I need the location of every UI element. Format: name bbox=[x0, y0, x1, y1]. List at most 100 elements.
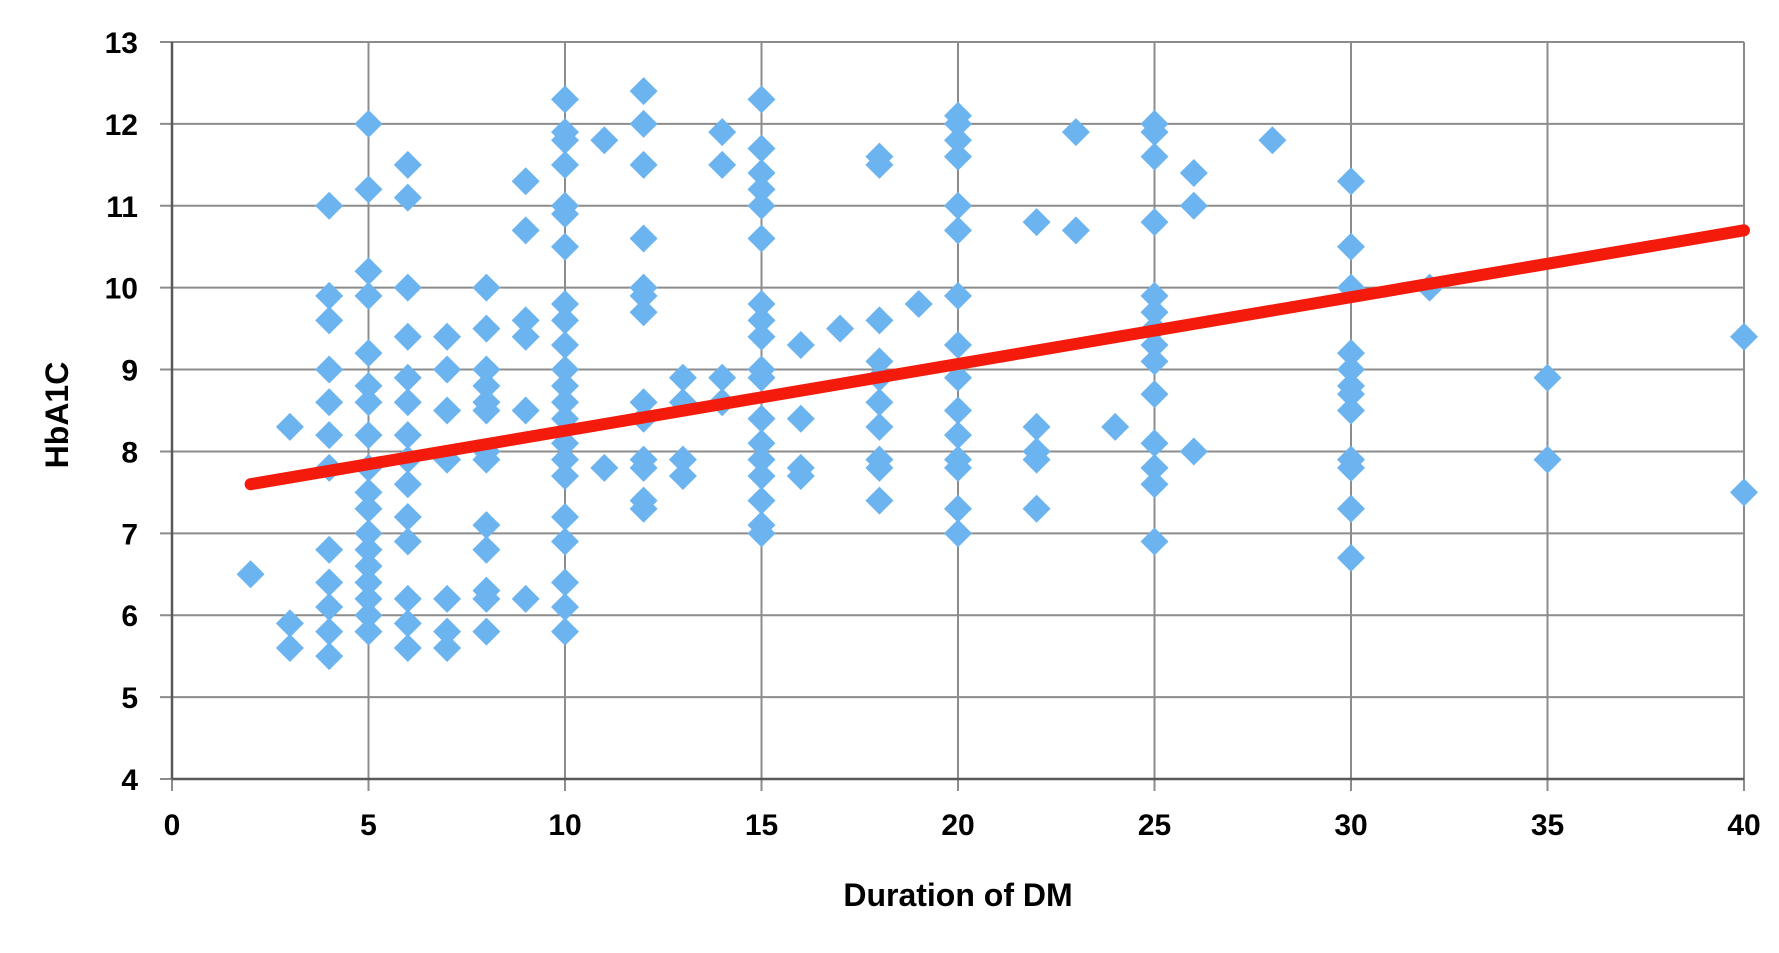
data-point bbox=[433, 617, 462, 646]
x-tick-label: 40 bbox=[1727, 809, 1760, 842]
data-point bbox=[629, 494, 658, 523]
data-point bbox=[1337, 543, 1365, 572]
data-point bbox=[1140, 347, 1169, 376]
data-point bbox=[1730, 322, 1758, 351]
data-point bbox=[315, 306, 344, 335]
data-point bbox=[786, 330, 815, 359]
y-tick-label: 11 bbox=[106, 191, 138, 224]
data-point bbox=[668, 363, 697, 392]
data-point bbox=[747, 85, 776, 114]
data-point bbox=[551, 388, 579, 417]
data-point bbox=[1337, 232, 1365, 261]
data-point bbox=[944, 216, 972, 245]
x-tick-label: 35 bbox=[1531, 809, 1564, 842]
data-point bbox=[826, 314, 855, 343]
data-point bbox=[1061, 216, 1090, 245]
data-point bbox=[354, 109, 383, 138]
data-point bbox=[393, 470, 422, 499]
data-point bbox=[551, 593, 579, 622]
data-point bbox=[354, 519, 383, 548]
data-point bbox=[1140, 298, 1169, 327]
data-point bbox=[1179, 437, 1208, 466]
data-point bbox=[1337, 355, 1365, 384]
data-point bbox=[865, 306, 894, 335]
y-tick-label: 13 bbox=[105, 27, 138, 60]
data-point bbox=[354, 257, 383, 286]
data-point bbox=[354, 339, 383, 368]
data-point bbox=[1258, 126, 1287, 155]
data-point bbox=[747, 445, 776, 474]
data-point bbox=[275, 633, 304, 662]
data-point bbox=[354, 494, 383, 523]
y-tick-labels: 4 5 6 7 8 9 10 11 12 13 bbox=[105, 27, 139, 797]
data-point bbox=[511, 216, 540, 245]
data-point bbox=[747, 191, 776, 220]
data-point bbox=[551, 85, 579, 114]
data-point bbox=[668, 462, 697, 491]
data-point bbox=[354, 478, 383, 507]
data-point bbox=[1022, 208, 1051, 237]
data-point bbox=[1140, 208, 1169, 237]
data-point bbox=[786, 462, 815, 491]
x-tick-label: 0 bbox=[164, 809, 181, 842]
data-point bbox=[551, 617, 579, 646]
data-point bbox=[511, 322, 540, 351]
data-point bbox=[944, 519, 972, 548]
data-point bbox=[629, 281, 658, 310]
data-point bbox=[315, 388, 344, 417]
data-point bbox=[786, 404, 815, 433]
data-point bbox=[944, 109, 972, 138]
data-point bbox=[708, 118, 737, 147]
data-point bbox=[590, 126, 619, 155]
data-point bbox=[393, 421, 422, 450]
data-point bbox=[354, 421, 383, 450]
data-point bbox=[551, 527, 579, 556]
y-tick-label: 12 bbox=[105, 109, 138, 142]
x-tick-label: 30 bbox=[1334, 809, 1367, 842]
data-point bbox=[315, 642, 344, 671]
data-point bbox=[1337, 494, 1365, 523]
data-point bbox=[551, 199, 579, 228]
data-point bbox=[747, 224, 776, 253]
data-point bbox=[747, 363, 776, 392]
data-point bbox=[393, 150, 422, 179]
data-point bbox=[354, 584, 383, 613]
y-tick-label: 9 bbox=[121, 355, 138, 388]
data-point bbox=[1140, 142, 1169, 171]
data-point bbox=[354, 281, 383, 310]
data-point bbox=[629, 388, 658, 417]
data-point bbox=[472, 355, 501, 384]
y-tick-label: 5 bbox=[121, 682, 138, 715]
x-tick-label: 10 bbox=[548, 809, 581, 842]
data-point bbox=[1337, 339, 1365, 368]
data-point bbox=[629, 150, 658, 179]
data-point bbox=[1337, 167, 1365, 196]
data-point bbox=[472, 511, 501, 540]
data-point bbox=[354, 568, 383, 597]
data-point bbox=[1140, 118, 1169, 147]
data-point bbox=[275, 412, 304, 441]
data-point bbox=[511, 306, 540, 335]
data-point bbox=[393, 527, 422, 556]
data-point bbox=[354, 535, 383, 564]
y-tick-label: 10 bbox=[105, 273, 138, 306]
data-point bbox=[393, 584, 422, 613]
x-tick-labels: 0 5 10 15 20 25 30 35 40 bbox=[164, 809, 1761, 842]
y-tick-label: 8 bbox=[121, 436, 138, 469]
data-point bbox=[315, 617, 344, 646]
data-point bbox=[315, 191, 344, 220]
y-tick-label: 6 bbox=[121, 600, 138, 633]
data-point bbox=[511, 396, 540, 425]
data-point bbox=[747, 404, 776, 433]
data-point bbox=[1179, 159, 1208, 188]
data-point bbox=[275, 609, 304, 638]
data-point bbox=[1140, 527, 1169, 556]
data-point bbox=[551, 330, 579, 359]
data-point bbox=[865, 150, 894, 179]
data-point bbox=[433, 355, 462, 384]
data-point bbox=[551, 290, 579, 319]
data-point bbox=[1140, 330, 1169, 359]
data-point bbox=[1337, 380, 1365, 409]
data-point bbox=[472, 617, 501, 646]
data-point bbox=[551, 306, 579, 335]
